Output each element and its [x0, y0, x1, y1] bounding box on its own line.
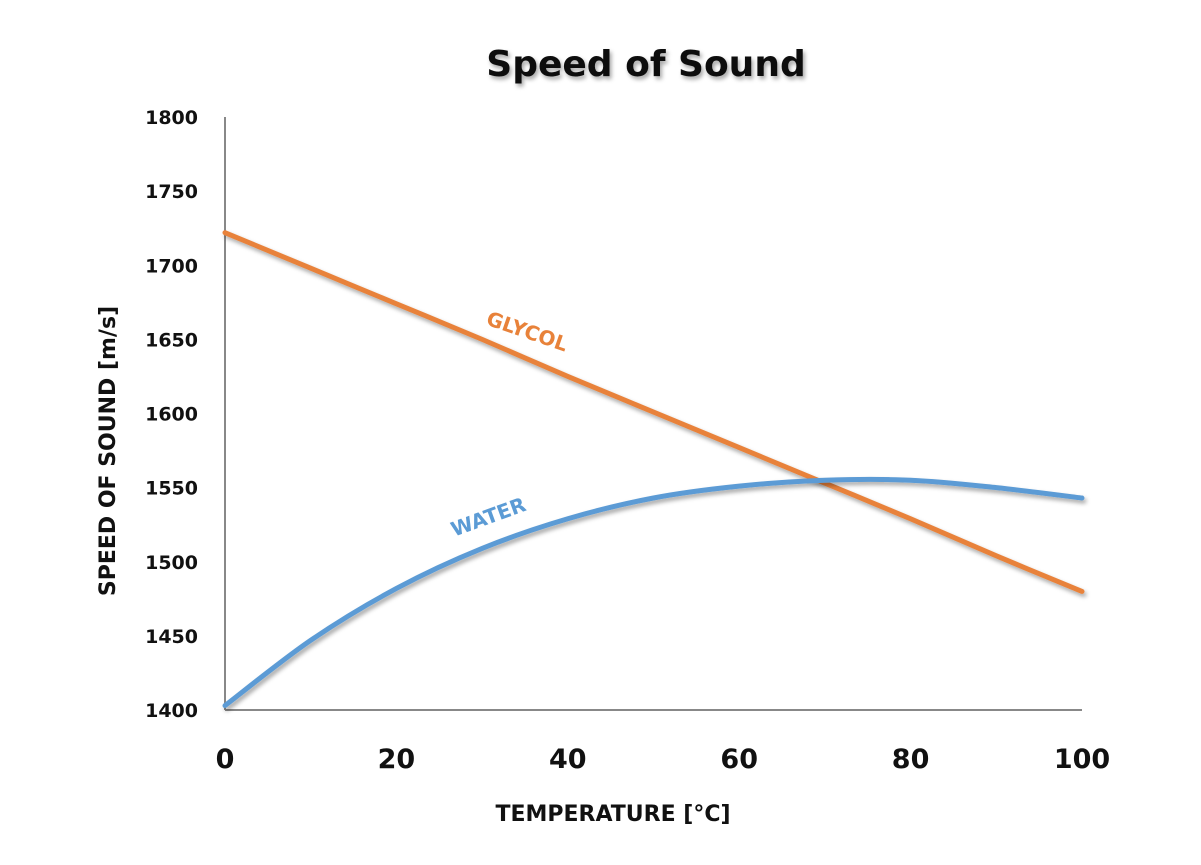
y-tick-labels: 1400 1450 1500 1550 1600 1650 1700 1750 1800	[145, 107, 198, 722]
y-tick-label: 1750	[145, 181, 198, 203]
y-tick-label: 1400	[145, 700, 198, 722]
chart-title: Speed of Sound	[486, 44, 805, 85]
y-tick-label: 1600	[145, 404, 198, 426]
series-line-water	[222, 476, 1085, 709]
y-tick-label: 1450	[145, 626, 198, 648]
x-axis-label: TEMPERATURE [°C]	[495, 802, 730, 827]
y-tick-label: 1650	[145, 329, 198, 351]
series-label-glycol: GLYCOL	[483, 306, 571, 356]
axes	[224, 117, 1082, 711]
x-tick-label: 40	[549, 744, 587, 775]
x-tick-label: 60	[720, 744, 758, 775]
y-tick-label: 1700	[145, 255, 198, 277]
y-tick-label: 1800	[145, 107, 198, 129]
x-tick-label: 20	[378, 744, 416, 775]
y-tick-label: 1550	[145, 478, 198, 500]
x-tick-label: 100	[1054, 744, 1110, 775]
series-lines	[222, 230, 1085, 709]
x-tick-label: 0	[216, 744, 235, 775]
x-tick-labels: 0 20 40 60 80 100	[216, 744, 1111, 775]
y-axis-label: SPEED OF SOUND [m/s]	[96, 306, 121, 596]
y-tick-label: 1500	[145, 552, 198, 574]
x-tick-label: 80	[892, 744, 930, 775]
series-line-glycol	[222, 230, 1085, 594]
